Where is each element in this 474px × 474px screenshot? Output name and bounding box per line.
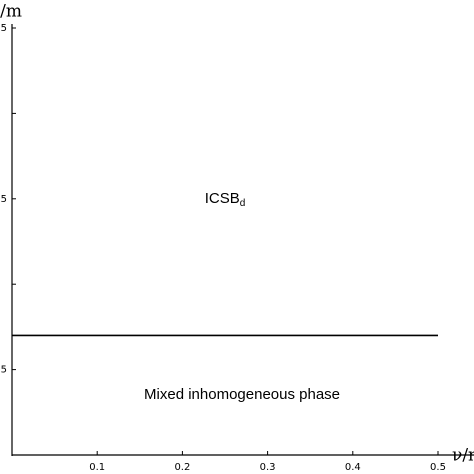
- y-tick-label: 0.5: [0, 365, 7, 376]
- x-tick-label: 0.1: [89, 462, 105, 473]
- y-tick-label: 1.5: [0, 194, 7, 205]
- annotation-text: ICSB: [205, 190, 240, 207]
- x-tick-label: 0.2: [174, 462, 190, 473]
- x-tick-label: 0.3: [260, 462, 276, 473]
- annotation-subscript: d: [240, 197, 246, 208]
- annotation-text: Mixed inhomogeneous phase: [144, 386, 340, 403]
- y-tick-label: 2.5: [0, 23, 7, 34]
- x-tick-label: 0.5: [430, 462, 446, 473]
- x-tick-label: 0.4: [345, 462, 361, 473]
- x-axis-label: ν/m: [452, 446, 474, 466]
- annotation: Mixed inhomogeneous phase: [144, 386, 340, 403]
- y-axis-label: μ/m: [0, 2, 22, 22]
- annotation: ICSBd: [205, 190, 246, 209]
